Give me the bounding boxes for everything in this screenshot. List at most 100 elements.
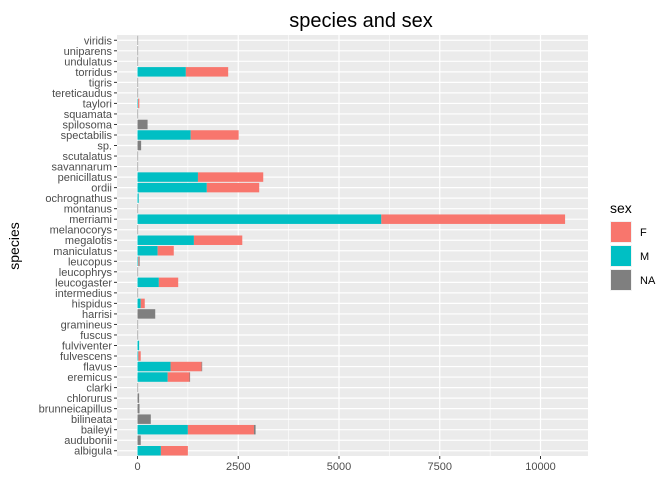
bar-na-intermedius xyxy=(137,288,139,298)
bar-m-eremicus xyxy=(137,372,168,382)
y-tick-label: taylori xyxy=(83,98,112,110)
bar-na-gramineus xyxy=(137,319,139,330)
chart-title: species and sex xyxy=(289,10,432,32)
bar-m-fulvescens xyxy=(137,351,139,361)
y-tick-label: gramineus xyxy=(61,319,113,331)
bar-m-ochrognathus xyxy=(137,193,139,203)
bar-na-audubonii xyxy=(137,435,141,445)
x-tick-label: 2500 xyxy=(226,461,250,473)
y-tick-label: megalotis xyxy=(65,235,113,247)
y-tick-label: montanus xyxy=(64,204,113,216)
y-tick-label: fuscus xyxy=(80,330,112,342)
y-axis-title: species xyxy=(6,222,22,269)
x-tick-label: 7500 xyxy=(428,461,452,473)
legend-label-na: NA xyxy=(640,275,656,287)
legend-title: sex xyxy=(610,200,632,216)
bar-m-leucogaster xyxy=(137,277,159,288)
y-tick-label: ordii xyxy=(91,183,112,195)
bar-m-merriami xyxy=(137,214,382,224)
bar-f-baileyi xyxy=(187,424,254,435)
bar-m-baileyi xyxy=(137,424,188,435)
bar-f-fulvescens xyxy=(138,351,141,361)
bar-f-maniculatus xyxy=(157,246,174,256)
y-tick-label: leucopus xyxy=(68,256,113,268)
bar-m-megalotis xyxy=(137,235,194,245)
bar-na-flavus xyxy=(201,361,203,372)
y-tick-label: scutalatus xyxy=(62,151,112,163)
bar-na-melanocorys xyxy=(137,224,139,235)
y-tick-label: uniparens xyxy=(64,46,113,58)
y-tick-label: leucophrys xyxy=(59,267,113,279)
panel-background xyxy=(117,35,588,456)
bar-na-tereticaudus xyxy=(137,88,139,98)
y-tick-label: fulviventer xyxy=(62,340,112,352)
bar-na-brunneicapillus xyxy=(137,403,140,414)
y-tick-label: spilosoma xyxy=(62,119,112,131)
legend-label-f: F xyxy=(640,227,647,239)
bar-na-leucophrys xyxy=(137,267,139,277)
y-tick-label: leucogaster xyxy=(55,277,112,289)
bar-m-fulviventer xyxy=(137,340,140,351)
y-tick-label: harrisi xyxy=(82,309,112,321)
y-tick-label: clarki xyxy=(86,383,112,395)
bar-na-spilosoma xyxy=(137,119,148,130)
y-tick-label: savannarum xyxy=(51,162,112,174)
x-tick-label: 5000 xyxy=(327,461,351,473)
legend-swatch-m xyxy=(611,246,631,266)
bar-m-leucopus xyxy=(137,256,139,267)
bar-na-montanus xyxy=(137,203,139,214)
bar-na-uniparens xyxy=(137,46,139,56)
bar-na-clarki xyxy=(137,382,139,393)
y-tick-label: undulatus xyxy=(64,56,112,68)
bar-m-ordii xyxy=(137,182,207,193)
y-tick-label: brunneicapillus xyxy=(39,404,113,416)
bar-f-leucopus xyxy=(138,256,140,267)
y-tick-label: chlorurus xyxy=(67,393,113,405)
plot-panel xyxy=(117,35,588,456)
y-tick-label: tereticaudus xyxy=(52,88,112,100)
bar-na-bilineata xyxy=(137,414,151,424)
y-tick-label: baileyi xyxy=(81,425,112,437)
y-tick-label: tigris xyxy=(89,77,113,89)
bar-f-merriami xyxy=(381,214,566,224)
bar-na-scutalatus xyxy=(137,151,139,161)
bar-na-chlorurus xyxy=(137,393,140,403)
y-tick-label: sp. xyxy=(97,141,112,153)
bar-m-flavus xyxy=(137,361,171,372)
bar-na-harrisi xyxy=(137,309,156,319)
bar-na-baileyi xyxy=(253,424,256,435)
bar-m-torridus xyxy=(137,67,186,77)
y-tick-label: torridus xyxy=(75,67,112,79)
bar-m-hispidus xyxy=(137,298,141,309)
y-tick-label: squamata xyxy=(64,109,113,121)
bar-f-hispidus xyxy=(140,298,145,309)
y-tick-label: merriami xyxy=(69,214,112,226)
y-tick-label: bilineata xyxy=(71,414,113,426)
y-tick-label: viridis xyxy=(84,35,113,47)
y-tick-label: ochrognathus xyxy=(45,193,112,205)
bar-m-maniculatus xyxy=(137,246,158,256)
bar-m-taylori xyxy=(137,98,139,109)
bar-m-penicillatus xyxy=(137,172,198,182)
bar-f-penicillatus xyxy=(197,172,264,182)
x-tick-label: 0 xyxy=(134,461,140,473)
legend-swatch-na xyxy=(611,270,631,290)
y-tick-label: hispidus xyxy=(72,298,113,310)
bar-f-flavus xyxy=(170,361,202,372)
bar-f-taylori xyxy=(138,98,140,109)
bar-na-sp xyxy=(137,140,142,151)
bar-m-albigula xyxy=(137,446,161,456)
y-tick-label: eremicus xyxy=(67,372,112,384)
y-tick-label: melanocorys xyxy=(50,225,113,237)
y-tick-label: maniculatus xyxy=(53,246,112,258)
y-tick-label: penicillatus xyxy=(58,172,113,184)
legend-label-m: M xyxy=(640,251,649,263)
bar-na-squamata xyxy=(137,109,139,119)
bar-na-viridis xyxy=(137,35,139,45)
bar-f-albigula xyxy=(160,446,188,456)
bar-na-undulatus xyxy=(137,56,139,67)
y-tick-label: spectabilis xyxy=(61,130,113,142)
bar-f-torridus xyxy=(185,67,229,77)
